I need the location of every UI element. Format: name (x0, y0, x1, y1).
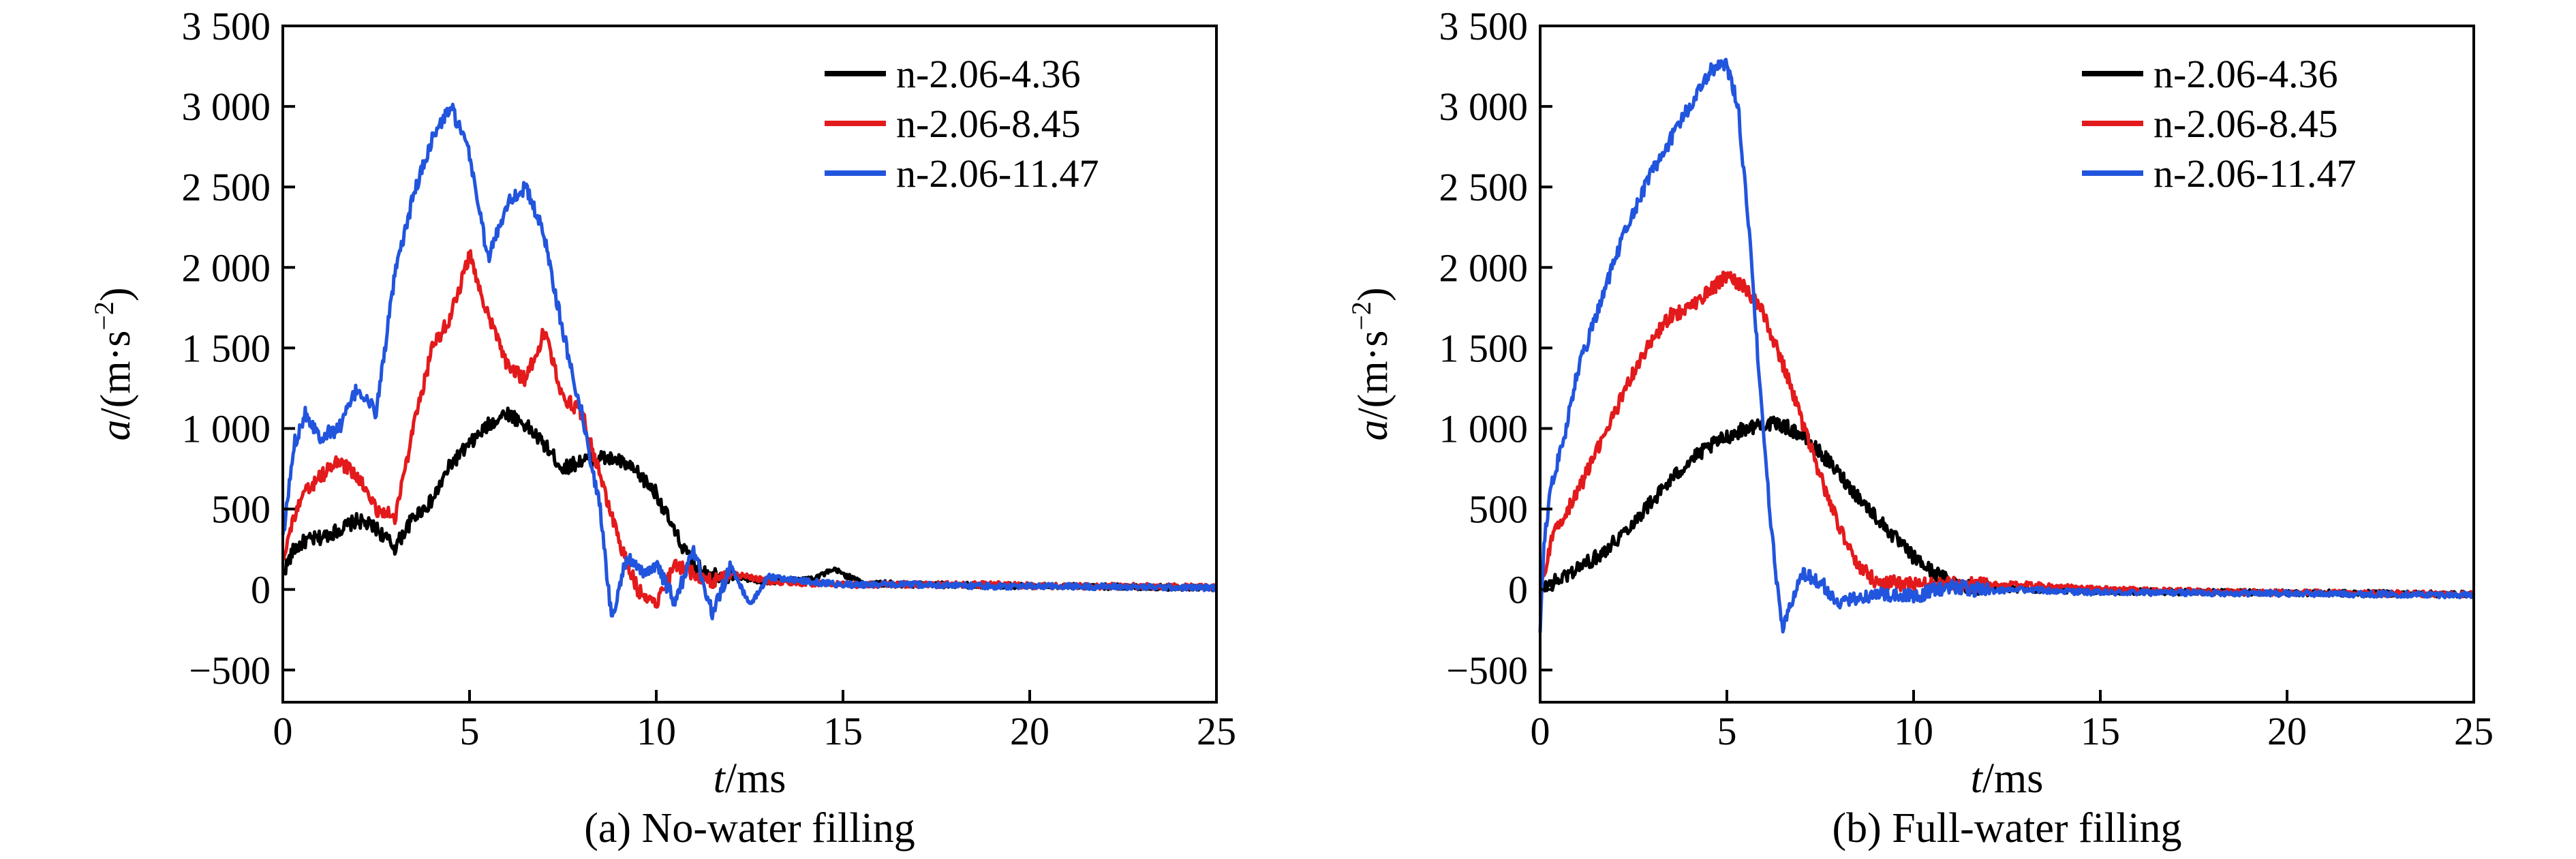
x-tick-label: 0 (1531, 709, 1550, 753)
series-line-n-2.06-11.47 (281, 102, 1218, 620)
x-tick-label: 10 (1894, 709, 1933, 753)
y-tick-label: 2 500 (182, 165, 271, 209)
x-tick-label: 25 (1197, 709, 1236, 753)
y-tick-label: 3 000 (1439, 85, 1529, 129)
x-tick-label: 10 (637, 709, 676, 753)
caption-a: (a) No-water filling (584, 805, 915, 852)
plot-frame-b (1539, 25, 2475, 704)
y-tick-label: 2 000 (1439, 245, 1529, 290)
x-tick-label: 15 (2081, 709, 2120, 753)
x-tick-label: 20 (1010, 709, 1049, 753)
legend-b: n-2.06-4.36 n-2.06-8.45 n-2.06-11.47 (2082, 52, 2356, 196)
y-tick-label: 1 500 (1439, 326, 1529, 370)
y-tick-label: 3 500 (182, 4, 271, 48)
x-tick-label: 15 (823, 709, 863, 753)
legend-label: n-2.06-8.45 (896, 102, 1081, 146)
legend-label: n-2.06-4.36 (2153, 52, 2338, 96)
y-tick-label: 0 (1508, 568, 1528, 612)
y-tick-label: −500 (1446, 648, 1528, 693)
plot-area-b (1538, 57, 2476, 634)
x-tick-label: 0 (273, 709, 293, 753)
y-tick-label: 1 000 (1439, 406, 1529, 451)
y-axis-label-a: a/(m·s−2) (89, 287, 139, 440)
y-tick-label: 3 500 (1439, 4, 1529, 48)
y-tick-label: 3 000 (182, 85, 271, 129)
x-tick-label: 20 (2267, 709, 2307, 753)
series-line-n-2.06-11.47 (1538, 57, 2476, 634)
y-tick-label: 1 500 (182, 326, 271, 370)
y-tick-label: 0 (251, 568, 271, 612)
y-tick-label: 2 000 (182, 245, 271, 290)
x-tick-label: 5 (460, 709, 480, 753)
x-tick-label: 25 (2454, 709, 2494, 753)
y-tick-label: 500 (211, 487, 271, 532)
x-axis-label-a: t/ms (714, 755, 786, 802)
series-line-n-2.06-4.36 (281, 406, 1218, 592)
x-axis-label-b: t/ms (1971, 755, 2044, 802)
legend-label: n-2.06-11.47 (896, 151, 1099, 196)
legend-label: n-2.06-4.36 (896, 52, 1081, 96)
y-axis-label-b: a/(m·s−2) (1346, 287, 1396, 440)
y-tick-label: −500 (189, 648, 271, 693)
series-line-n-2.06-8.45 (281, 249, 1218, 609)
series-line-n-2.06-8.45 (1538, 270, 2476, 599)
legend-label: n-2.06-8.45 (2153, 102, 2338, 146)
caption-b: (b) Full-water filling (1832, 805, 2181, 852)
plot-frame-a (281, 25, 1218, 704)
legend-a: n-2.06-4.36 n-2.06-8.45 n-2.06-11.47 (825, 52, 1099, 196)
y-tick-label: 500 (1469, 487, 1528, 532)
plot-area-a (281, 102, 1218, 620)
x-tick-label: 5 (1717, 709, 1737, 753)
y-tick-label: 1 000 (182, 406, 271, 451)
series-line-n-2.06-4.36 (1539, 415, 2476, 599)
legend-label: n-2.06-11.47 (2153, 151, 2356, 196)
y-tick-label: 2 500 (1439, 165, 1529, 209)
